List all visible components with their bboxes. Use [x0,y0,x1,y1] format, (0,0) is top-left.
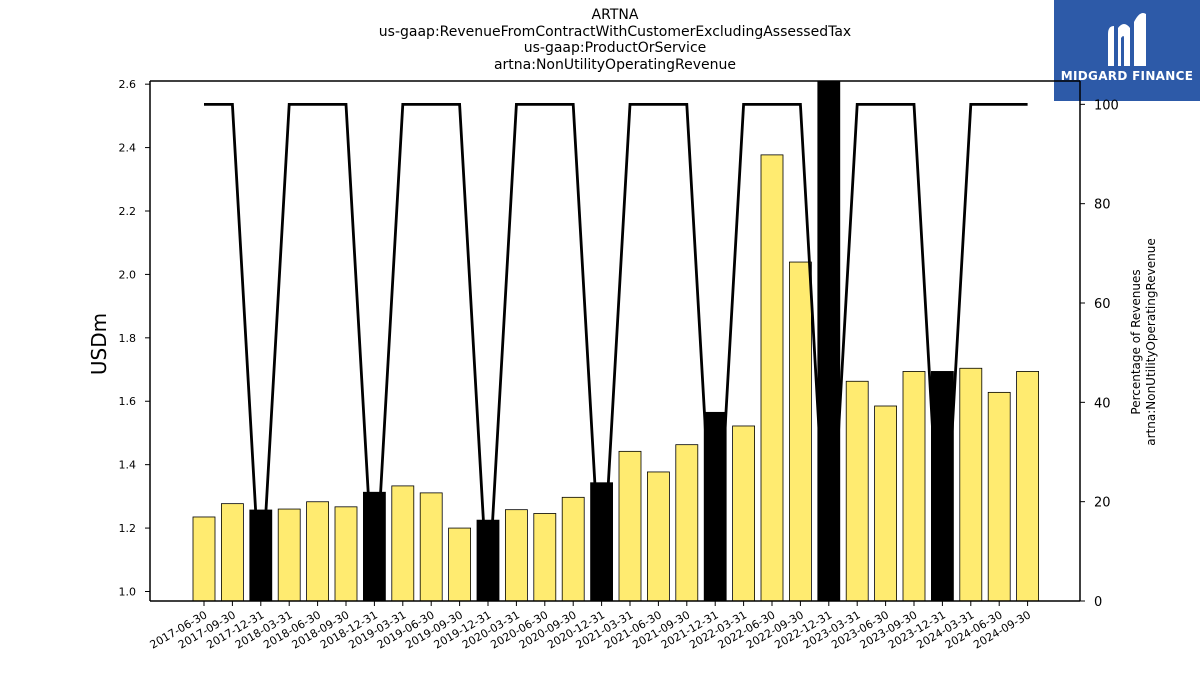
y2-axis-label-line: artna:NonUtilityOperatingRevenue [1144,238,1158,445]
logo-text: MIDGARD FINANCE [1060,69,1194,83]
bar-2024-09-30 [1016,371,1039,601]
bar-2023-03-31 [845,380,869,601]
y-tick-label: 2.4 [119,142,137,155]
y-tick-label: 1.6 [119,395,137,408]
y2-tick-label: 0 [1094,595,1102,610]
bar-2020-06-30 [533,513,557,601]
y2-tick-label: 80 [1094,198,1111,213]
chart-title-line-3: us-gaap:ProductOrService [523,40,707,56]
midgard-finance-logo: MIDGARD FINANCE [1054,0,1200,101]
y-axis-label: USDm [87,313,111,375]
y-tick-label: 2.2 [119,205,137,218]
y-tick-label: 1.2 [119,522,137,535]
bar-2021-03-31 [618,450,642,601]
bar-2018-06-30 [306,501,330,601]
bar-2017-09-30 [220,503,244,601]
bar-2017-12-31 [249,509,273,601]
y2-tick-label: 60 [1094,297,1111,312]
midgard-logo-icon [1108,13,1146,66]
y2-tick-label: 20 [1094,496,1111,511]
y2-tick-label: 40 [1094,396,1111,411]
y-tick-label: 1.0 [119,585,137,598]
bar-2023-12-31 [931,371,954,601]
y-tick-label: 1.8 [119,332,137,345]
y-tick-label: 1.4 [119,459,137,472]
bar-2017-06-30 [192,516,216,601]
y2-axis-label-line: Percentage of Revenues [1129,269,1143,414]
percentage-line [204,102,1028,602]
y-tick-label: 2.6 [119,78,137,91]
bar-2019-12-31 [476,519,500,601]
bar-2021-12-31 [703,411,727,601]
bar-2024-06-30 [987,391,1011,601]
bar-2018-09-30 [334,506,358,601]
y-tick-label: 2.0 [119,268,137,281]
y2-tick-label: 100 [1094,98,1119,113]
bar-2023-06-30 [874,405,897,601]
bar-2021-06-30 [647,471,670,601]
bar-2023-09-30 [902,371,926,601]
bar-2018-03-31 [277,508,301,601]
bar-2022-06-30 [760,154,784,601]
bar-2022-09-30 [789,261,812,601]
bar-2021-09-30 [675,444,699,601]
bar-2019-09-30 [448,527,472,601]
bar-2024-03-31 [959,367,983,601]
bar-2020-03-31 [504,509,528,601]
bar-2020-09-30 [561,496,585,601]
chart-title-line-1: ARTNA [591,7,639,23]
bar-2022-12-31 [817,81,841,601]
chart-title-line-4: artna:NonUtilityOperatingRevenue [493,57,737,73]
chart-title-line-2: us-gaap:RevenueFromContractWithCustomerE… [378,24,852,40]
bar-2019-03-31 [391,485,415,601]
bar-2022-03-31 [732,425,755,601]
bar-2019-06-30 [419,492,443,601]
